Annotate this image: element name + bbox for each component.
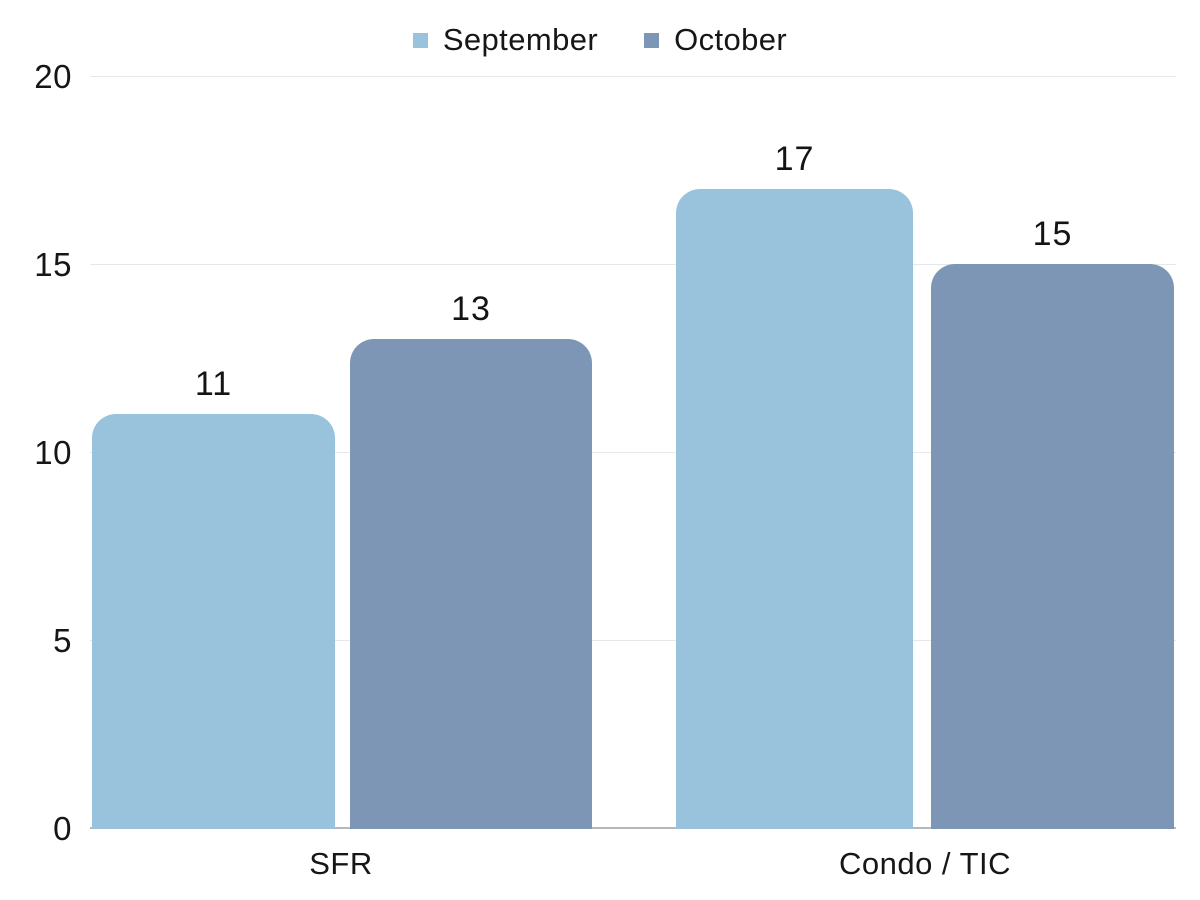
bar-value-label: 11: [194, 365, 233, 404]
x-axis-label-sfr: SFR: [309, 846, 373, 881]
october-swatch-icon: [644, 32, 660, 48]
x-axis-label-condo-tic: Condo / TIC: [838, 846, 1012, 881]
y-tick-label-20: 20: [34, 58, 72, 95]
bar-october-0: [350, 339, 592, 829]
legend-label-october: October: [674, 22, 788, 57]
y-tick-label-15: 15: [34, 246, 72, 283]
legend: September October: [0, 20, 1200, 60]
gridline-10: [90, 452, 1176, 453]
y-tick-label-10: 10: [34, 434, 72, 471]
september-swatch-icon: [412, 32, 428, 48]
bar-september-1: [676, 188, 913, 829]
legend-label-september: September: [442, 22, 599, 57]
legend-item-september: September: [412, 22, 599, 58]
bar-value-label: 17: [774, 139, 815, 178]
y-tick-label-0: 0: [53, 810, 72, 847]
gridline-20: [90, 76, 1176, 77]
bar-september-0: [92, 414, 335, 829]
gridline-15: [90, 264, 1176, 265]
gridline-5: [90, 640, 1176, 641]
y-tick-label-5: 5: [53, 622, 72, 659]
bar-october-1: [931, 264, 1174, 829]
bar-value-label: 13: [451, 290, 491, 329]
legend-item-october: October: [644, 22, 787, 58]
bar-value-label: 15: [1032, 215, 1073, 253]
gridline-0: [90, 827, 1176, 829]
